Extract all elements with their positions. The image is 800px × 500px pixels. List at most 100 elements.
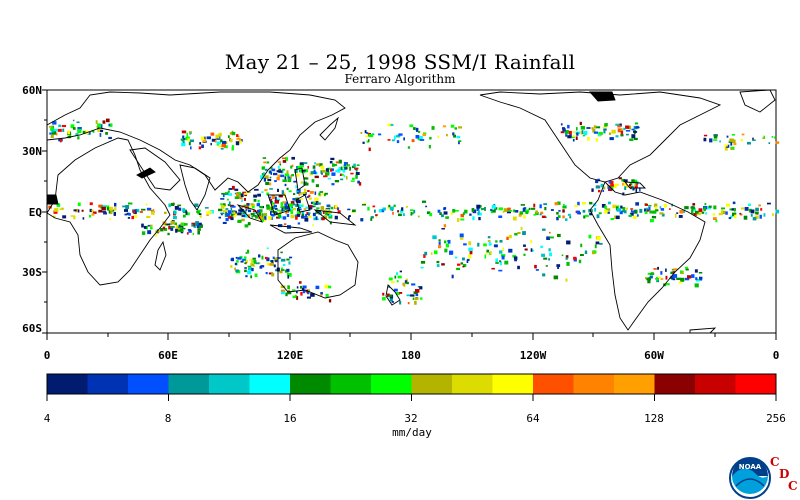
- rain-cell: [333, 164, 337, 167]
- rain-cell: [587, 136, 590, 141]
- rain-cell: [325, 172, 330, 176]
- rain-cell: [530, 248, 533, 252]
- rain-cell: [305, 290, 308, 293]
- rain-cell: [124, 209, 128, 212]
- rain-cell: [201, 136, 205, 141]
- rain-cell: [311, 179, 315, 183]
- rain-cell: [354, 167, 359, 170]
- rain-cell: [665, 275, 668, 280]
- rain-cell: [639, 208, 643, 213]
- rain-cell: [624, 186, 627, 190]
- rain-cell: [277, 161, 281, 163]
- rain-cell: [608, 188, 613, 191]
- rain-cell: [290, 201, 295, 205]
- rain-cell: [215, 134, 220, 139]
- rain-cell: [105, 205, 110, 208]
- rain-cell: [426, 211, 431, 215]
- rain-cell: [128, 202, 133, 205]
- rain-cell: [337, 168, 341, 173]
- rain-cell: [316, 163, 320, 166]
- rain-cell: [307, 289, 310, 292]
- rain-cell: [462, 265, 465, 268]
- rain-cell: [518, 213, 522, 217]
- rain-cell: [251, 215, 253, 218]
- rain-cell: [328, 214, 333, 219]
- rain-cell: [388, 204, 391, 208]
- rain-cell: [275, 269, 278, 272]
- rain-cell: [543, 257, 548, 260]
- rain-cell: [67, 130, 71, 135]
- rain-cell: [577, 201, 580, 206]
- rain-cell: [454, 127, 457, 130]
- rain-cell: [560, 131, 565, 134]
- rain-cell: [310, 171, 314, 175]
- rain-cell: [164, 223, 168, 226]
- rain-cell: [353, 163, 356, 167]
- rain-cell: [580, 254, 584, 256]
- rain-cell: [260, 219, 264, 222]
- rain-cell: [270, 211, 272, 215]
- rain-cell: [126, 212, 130, 215]
- rain-cell: [326, 204, 331, 208]
- rain-cell: [97, 128, 102, 133]
- rain-cell: [206, 211, 211, 215]
- rain-cell: [713, 139, 718, 141]
- lon-label-180: 180: [401, 349, 421, 362]
- rain-cell: [630, 212, 634, 216]
- rain-cell: [586, 127, 591, 129]
- rain-cell: [181, 142, 186, 147]
- rain-cell: [501, 255, 505, 260]
- rain-cell: [324, 215, 328, 218]
- rain-cell: [196, 225, 200, 228]
- rain-cell: [548, 258, 550, 261]
- rain-cell: [614, 215, 617, 219]
- rain-cell: [594, 207, 597, 212]
- rain-cell: [272, 211, 277, 214]
- rain-cell: [241, 199, 243, 203]
- rain-cell: [397, 275, 402, 279]
- rain-cell: [444, 240, 447, 244]
- rain-cell: [269, 170, 272, 174]
- rain-cell: [274, 259, 278, 263]
- rain-cell: [282, 160, 287, 163]
- rain-cell: [417, 215, 420, 218]
- rain-cell: [436, 264, 440, 267]
- rain-cell: [76, 121, 80, 124]
- rain-cell: [732, 212, 737, 217]
- rain-cell: [304, 217, 309, 222]
- rain-cell: [615, 215, 620, 220]
- rain-cell: [220, 203, 223, 206]
- rain-cell: [458, 140, 462, 142]
- rain-cell: [308, 215, 312, 218]
- rain-cell: [411, 139, 415, 143]
- cdc-letter-c2: C: [788, 479, 798, 493]
- rain-cell: [289, 256, 293, 259]
- rain-cell: [291, 156, 295, 160]
- rain-cell: [269, 188, 273, 190]
- rain-cell: [481, 208, 484, 211]
- rain-cell: [631, 179, 635, 183]
- rain-cell: [399, 209, 404, 213]
- rain-cell: [315, 211, 319, 214]
- rain-cell: [141, 208, 146, 211]
- rain-cell: [201, 144, 204, 148]
- rain-cell: [388, 277, 393, 281]
- rain-cell: [317, 209, 321, 213]
- colorbar-swatch: [735, 374, 777, 394]
- rain-cell: [602, 189, 605, 192]
- rain-cell: [318, 211, 322, 215]
- rain-cell: [262, 157, 267, 159]
- rain-cell: [343, 162, 346, 166]
- rain-cell: [517, 232, 521, 234]
- rain-cell: [272, 203, 275, 207]
- colorbar-swatch: [654, 374, 696, 394]
- rain-cell: [170, 202, 175, 206]
- rain-cell: [178, 224, 181, 228]
- rain-cell: [630, 209, 633, 213]
- rain-cell: [760, 208, 763, 211]
- rain-cell: [592, 251, 595, 255]
- rain-cell: [285, 292, 288, 297]
- rain-cell: [293, 193, 296, 195]
- rain-cell: [368, 134, 374, 138]
- rain-cell: [258, 254, 261, 258]
